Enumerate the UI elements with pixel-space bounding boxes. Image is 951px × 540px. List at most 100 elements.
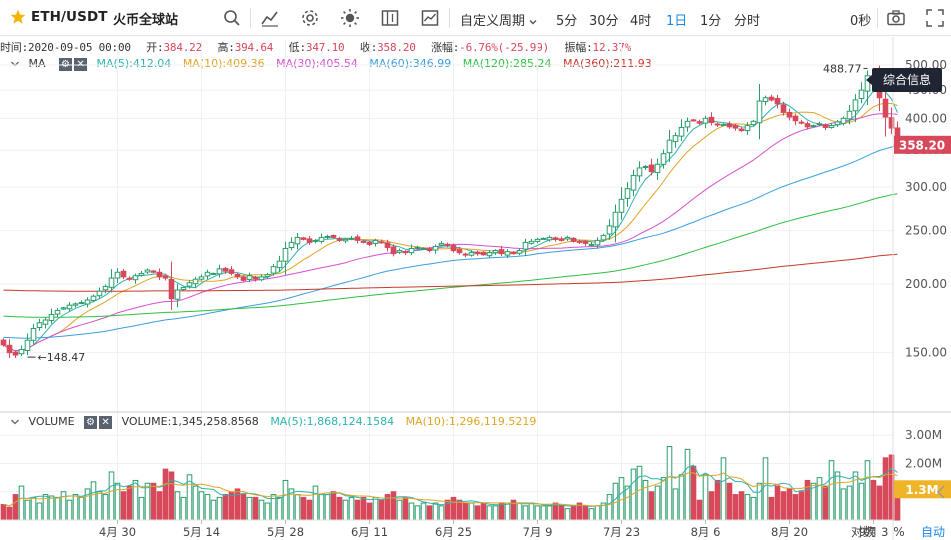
period-timeline-button[interactable]: 分时 xyxy=(734,14,761,29)
candle-body xyxy=(768,96,775,101)
period-1d-button[interactable]: 1日 xyxy=(666,14,688,29)
volume-bar xyxy=(54,496,61,521)
volume-bar xyxy=(30,496,37,521)
volume-bar xyxy=(78,496,85,521)
volume-bar xyxy=(642,479,649,521)
volume-bar xyxy=(768,496,775,521)
volume-bar xyxy=(426,505,433,521)
last-price-badge xyxy=(894,135,951,154)
ma120-line xyxy=(3,193,898,318)
period-5min-button[interactable]: 5分 xyxy=(556,14,578,29)
layout-icon[interactable] xyxy=(380,8,400,28)
volume-bar xyxy=(264,502,271,521)
candle-body xyxy=(276,260,283,269)
candle-body xyxy=(528,240,535,244)
candle-body xyxy=(360,240,367,243)
candle-body xyxy=(672,135,679,143)
camera-icon[interactable] xyxy=(886,8,906,28)
candle-body xyxy=(192,278,199,285)
ma10-line xyxy=(3,102,898,352)
candle-body xyxy=(108,277,115,288)
indicator-icon[interactable] xyxy=(260,8,280,28)
time-tick-label: 5月 14 xyxy=(183,525,220,539)
candle-body xyxy=(318,236,325,242)
candle-body xyxy=(558,238,565,241)
candle-body xyxy=(612,211,619,228)
candle-body xyxy=(120,270,127,278)
ma-settings-button[interactable]: ⚙ xyxy=(59,57,73,71)
countdown-label: 0秒 xyxy=(850,14,872,29)
candle-body xyxy=(762,97,769,103)
theme-sun-icon[interactable] xyxy=(340,8,360,28)
volume-bar xyxy=(324,494,331,521)
chart-type-icon[interactable] xyxy=(420,8,440,28)
symbol-title[interactable]: ETH/USDT xyxy=(31,9,108,25)
candle-body xyxy=(144,269,151,273)
period-4h-button[interactable]: 4时 xyxy=(630,14,652,29)
volume-bar xyxy=(420,502,427,521)
period-1min-button[interactable]: 1分 xyxy=(700,14,722,29)
time-label: 时间: xyxy=(0,41,29,54)
volume-close-button[interactable]: ✕ xyxy=(99,415,113,429)
volume-bar xyxy=(684,448,691,521)
volume-bar xyxy=(222,494,229,521)
volume-bar xyxy=(156,491,163,521)
volume-bar xyxy=(648,491,655,521)
period-30min-button[interactable]: 30分 xyxy=(589,14,619,29)
fullscreen-icon[interactable] xyxy=(925,8,945,28)
candle-body xyxy=(312,239,319,242)
volume-settings-button[interactable]: ⚙ xyxy=(84,415,98,429)
volume-bar xyxy=(846,485,853,521)
volume-bar xyxy=(696,499,703,521)
candle-body xyxy=(882,98,889,118)
volume-bar xyxy=(774,485,781,521)
volume-bar xyxy=(0,503,7,521)
candle-body xyxy=(204,271,211,277)
volume-bar xyxy=(876,485,883,521)
volume-bar xyxy=(750,496,757,521)
price-tick-label: 250.00 xyxy=(905,224,947,238)
candle-body xyxy=(96,290,103,297)
candle-body xyxy=(750,120,757,126)
candle-body xyxy=(552,237,559,240)
volume-bar xyxy=(192,485,199,521)
volume-bar xyxy=(726,482,733,521)
time-tick-label: 6月 25 xyxy=(435,525,472,539)
candle-body xyxy=(480,251,487,256)
volume-bar xyxy=(198,491,205,521)
custom-period-dropdown[interactable]: 自定义周期 xyxy=(460,10,538,29)
volume-bar xyxy=(672,488,679,521)
volume-bar xyxy=(720,457,727,521)
volume-tick-label: 3.00M xyxy=(905,428,942,442)
ma-close-button[interactable]: ✕ xyxy=(74,57,88,71)
volume-bar xyxy=(144,482,151,521)
volume-collapse-chevron-icon[interactable] xyxy=(9,416,21,428)
volume-bar xyxy=(12,494,19,521)
ma30-line xyxy=(3,113,898,352)
candle-body xyxy=(36,322,43,329)
candle-body xyxy=(840,117,847,124)
candle-body xyxy=(684,120,691,128)
volume-bar xyxy=(468,502,475,521)
candle-body xyxy=(678,126,685,137)
candle-body xyxy=(210,272,217,275)
candle-body xyxy=(102,285,109,291)
last-volume-label: 1.3M xyxy=(905,483,938,497)
info-tooltip-button[interactable]: 综合信息 xyxy=(866,68,942,92)
axes xyxy=(0,37,951,540)
candle-body xyxy=(288,241,295,249)
candle-body xyxy=(408,247,415,254)
candle-body xyxy=(66,304,73,310)
volume-bar xyxy=(114,482,121,521)
settings-gear-icon[interactable] xyxy=(300,8,320,28)
candle-body xyxy=(282,247,289,262)
candle-body xyxy=(6,344,13,354)
ma360-line xyxy=(3,253,898,292)
low-marker-label: ←148.47 xyxy=(38,351,86,364)
volume-bar xyxy=(18,485,25,521)
favorite-star-icon[interactable] xyxy=(10,9,26,25)
search-icon[interactable] xyxy=(222,8,242,28)
volume-ma-lines xyxy=(3,464,898,507)
candle-body xyxy=(324,235,331,238)
